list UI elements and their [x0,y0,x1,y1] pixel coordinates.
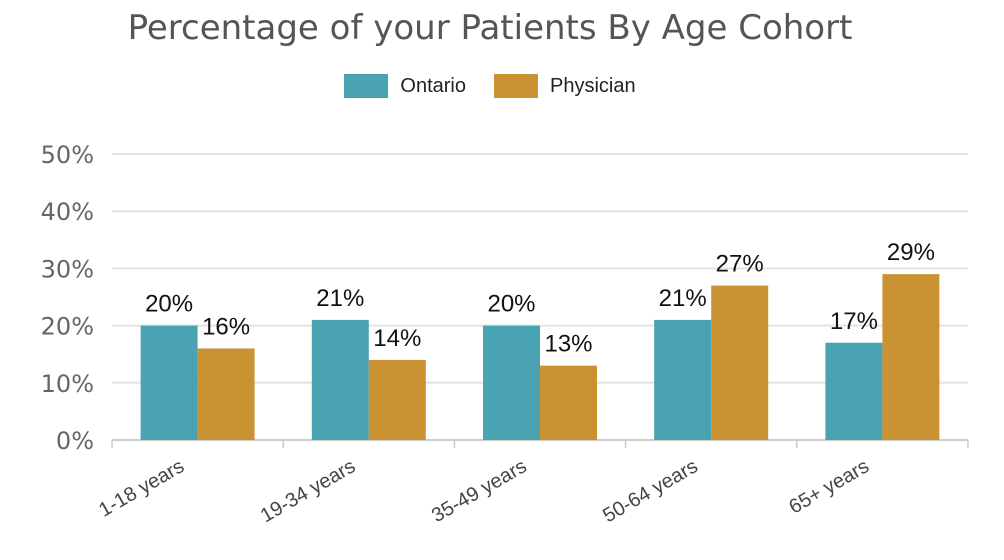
data-label: 29% [887,239,935,266]
bar-physician [197,348,255,440]
bar-physician [882,274,940,440]
bar-ontario [825,342,883,440]
legend: Ontario Physician [0,74,980,98]
legend-swatch-physician [493,74,538,98]
y-tick-label: 20% [41,313,94,341]
legend-label-physician: Physician [549,74,636,97]
bar-ontario [654,319,712,440]
bar-physician [540,365,597,440]
y-tick-label: 30% [41,255,94,283]
data-label: 16% [202,313,250,340]
y-tick-label: 0% [56,427,94,455]
legend-label-ontario: Ontario [400,74,466,97]
x-tick-label: 35-49 years [428,455,530,527]
x-tick-label: 1-18 years [95,455,188,521]
data-label: 27% [716,251,764,278]
legend-item-ontario: Ontario [344,74,466,98]
x-tick-label: 50-64 years [599,455,701,527]
data-label: 20% [487,291,535,318]
data-label: 21% [659,285,707,312]
y-tick-label: 50% [41,141,94,169]
y-tick-label: 40% [41,198,94,226]
bar-ontario [311,319,369,440]
data-label: 13% [544,331,592,358]
data-label: 14% [373,325,421,352]
x-tick-label: 19-34 years [257,455,359,527]
y-tick-label: 10% [41,370,94,398]
bar-ontario [140,325,198,440]
data-label: 20% [145,291,193,318]
chart-title: Percentage of your Patients By Age Cohor… [127,8,853,48]
bar-physician [368,359,426,440]
x-tick-label: 65+ years [785,455,873,518]
data-label: 21% [316,285,364,312]
legend-item-physician: Physician [493,74,636,98]
bar-physician [711,285,769,440]
legend-swatch-ontario [344,74,389,98]
bar-ontario [483,325,540,440]
data-label: 17% [830,308,878,335]
